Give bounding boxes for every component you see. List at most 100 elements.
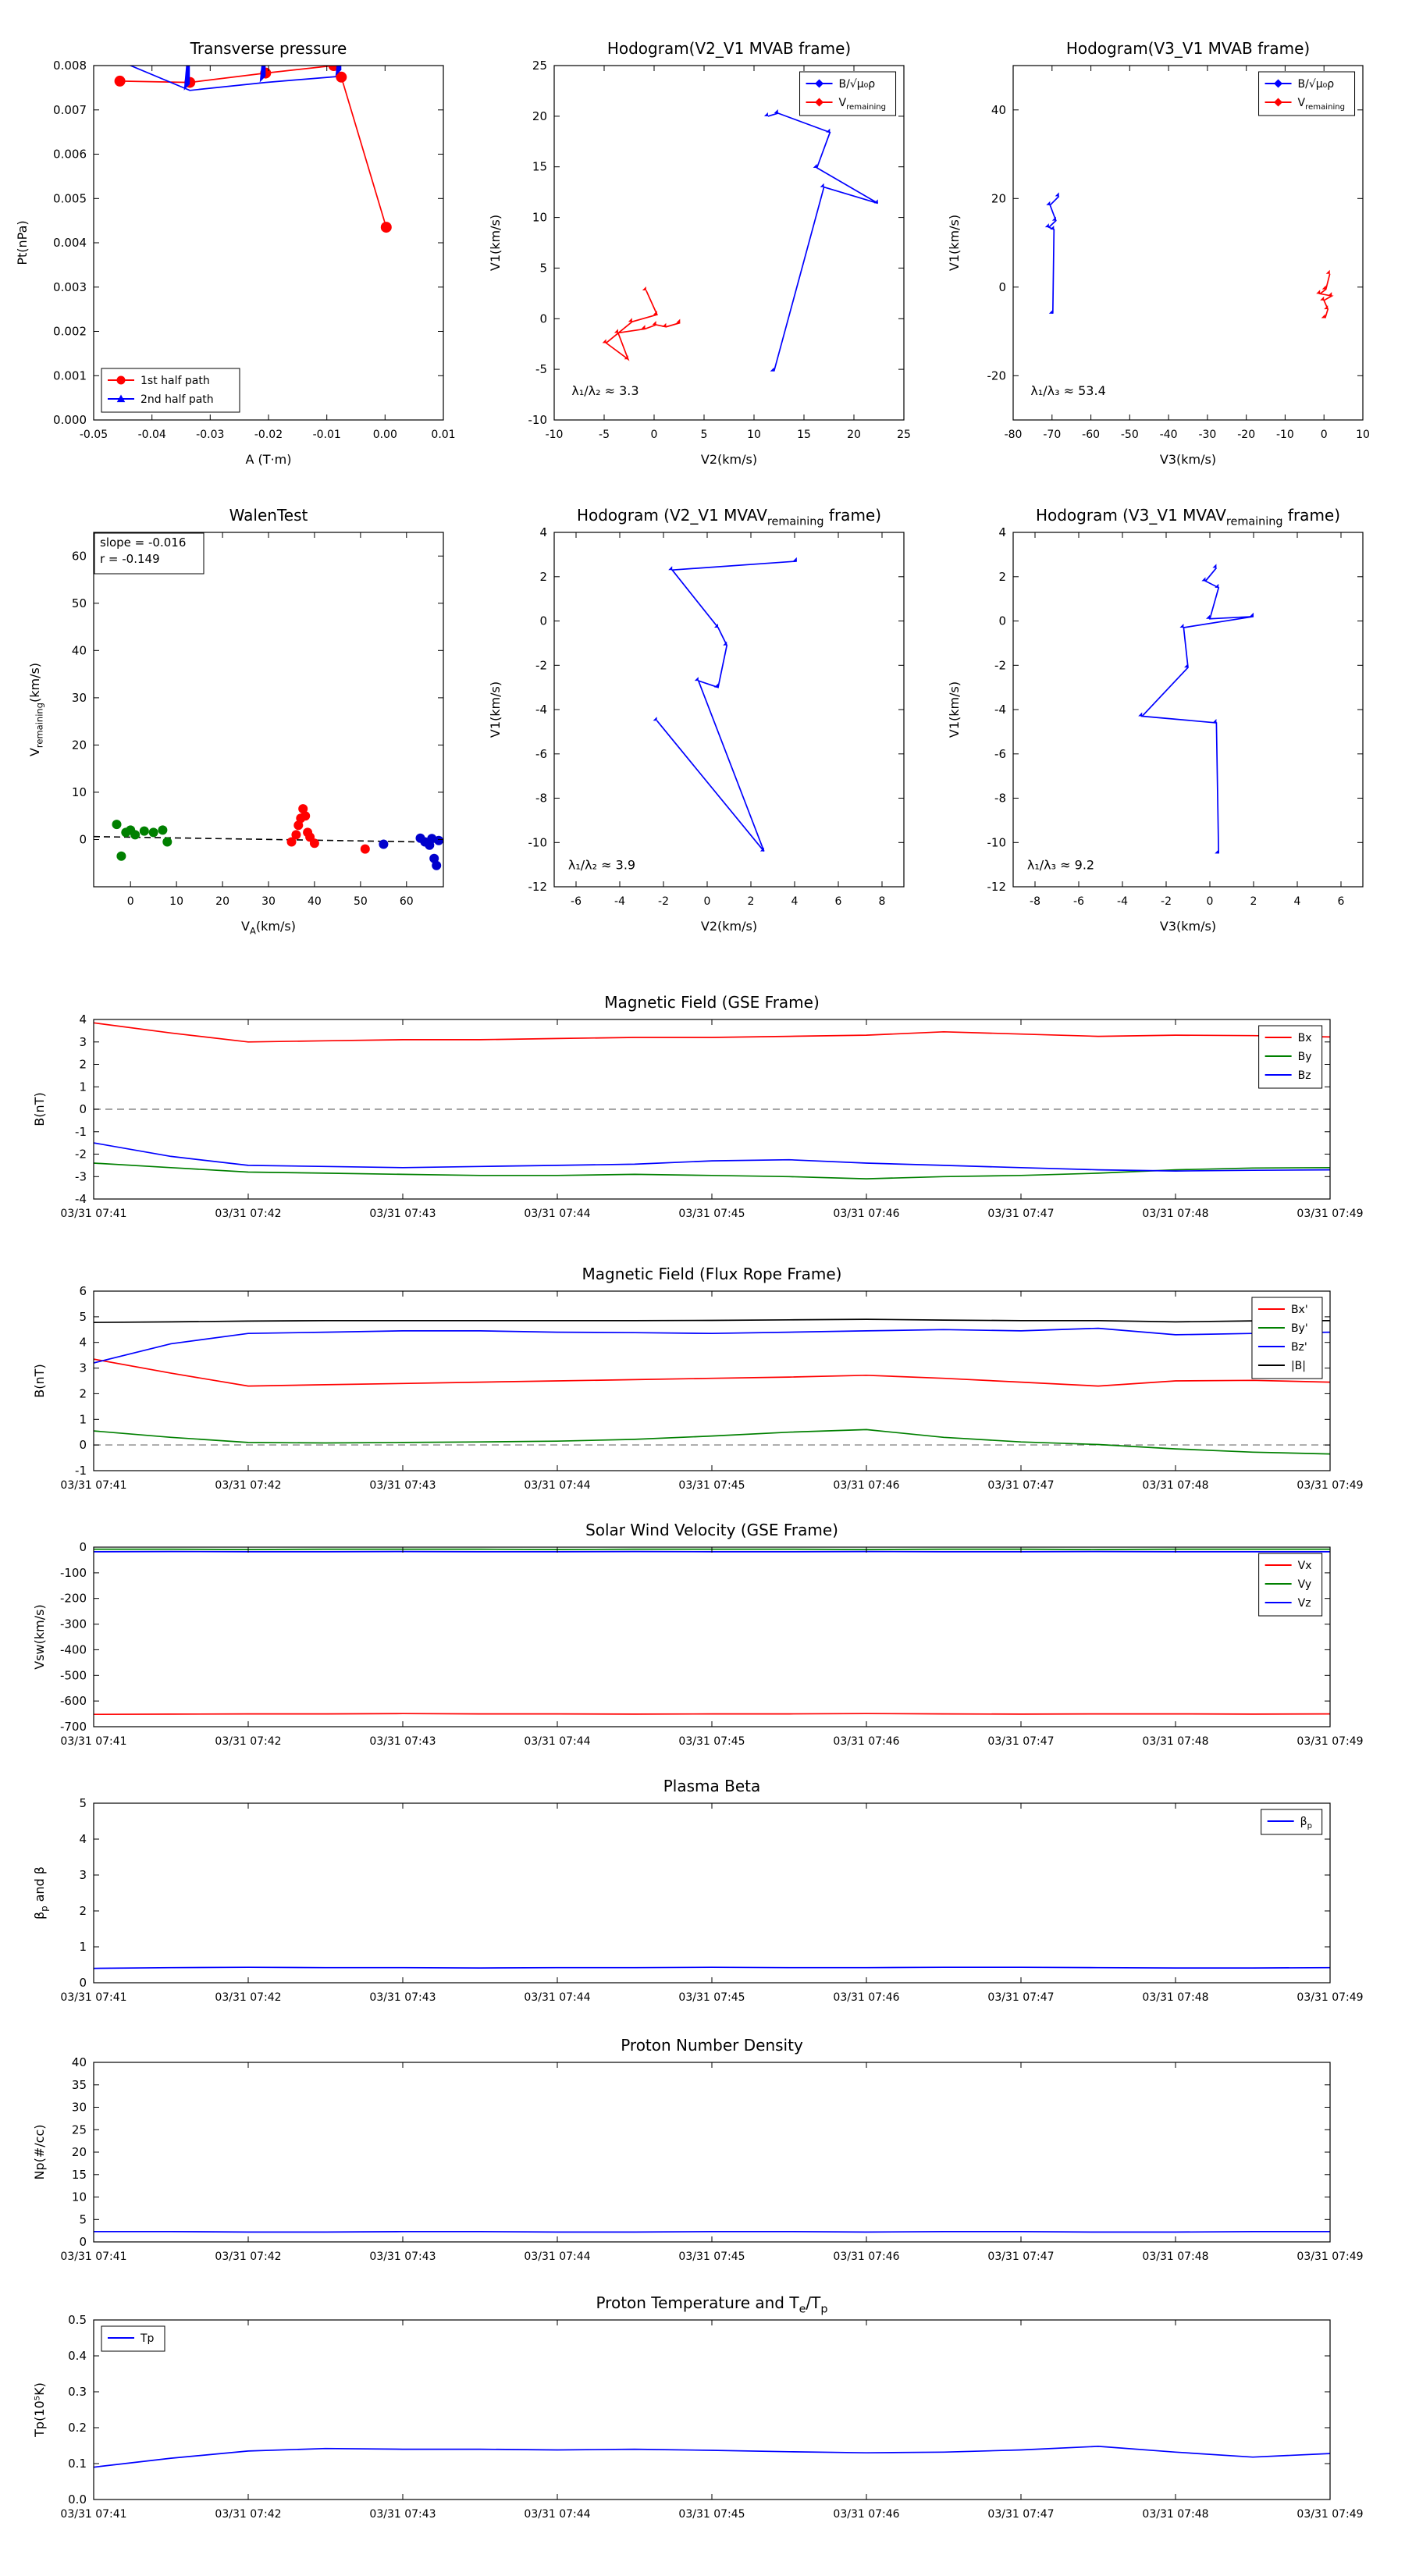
- svg-text:-10: -10: [987, 835, 1007, 849]
- svg-text:03/31 07:42: 03/31 07:42: [215, 1208, 281, 1220]
- svg-text:-600: -600: [60, 1694, 87, 1708]
- hodogram-v2v1-mvab-plot: -10 -5 0 5 10 15 20 25 -10 -5 0 5 10 15 20 25 Hodogram(V…: [488, 39, 911, 467]
- svg-text:03/31 07:44: 03/31 07:44: [524, 2250, 590, 2263]
- svg-text:03/31 07:43: 03/31 07:43: [369, 1991, 436, 2004]
- svg-text:2: 2: [79, 1058, 87, 1072]
- x-axis-label: V3(km/s): [1160, 452, 1216, 467]
- svg-text:20: 20: [532, 109, 547, 123]
- svg-text:-4: -4: [1117, 895, 1128, 908]
- svg-text:5: 5: [79, 1796, 87, 1810]
- svg-text:-5: -5: [599, 429, 610, 441]
- svg-text:03/31 07:47: 03/31 07:47: [987, 1208, 1054, 1220]
- svg-text:50: 50: [354, 895, 368, 908]
- svg-text:03/31 07:46: 03/31 07:46: [833, 1479, 899, 1492]
- svg-text:0.2: 0.2: [68, 2421, 87, 2435]
- svg-text:Vx: Vx: [1298, 1560, 1312, 1572]
- svg-text:0: 0: [79, 1438, 87, 1452]
- series-b-over-sqrt-mu0rho: [1048, 195, 1060, 314]
- axes-frame: [553, 65, 905, 421]
- svg-text:2: 2: [998, 570, 1006, 584]
- svg-text:-4: -4: [614, 895, 625, 908]
- svg-text:50: 50: [72, 596, 87, 610]
- svg-text:03/31 07:45: 03/31 07:45: [678, 1735, 745, 1748]
- svg-text:0.1: 0.1: [68, 2457, 87, 2471]
- plot-title: Hodogram (V2_V1 MVAVremaining frame): [577, 506, 881, 528]
- y-axis-label: Vsw(km/s): [32, 1604, 47, 1669]
- series-group: [94, 804, 443, 870]
- svg-text:-4: -4: [75, 1192, 87, 1206]
- y-axis-label: V1(km/s): [488, 681, 503, 738]
- annotation: λ₁/λ₃ ≈ 9.2: [1027, 857, 1094, 872]
- legend: 1st half path 2nd half path: [101, 368, 240, 413]
- series-bz: [94, 1142, 1330, 1172]
- svg-text:40: 40: [72, 643, 87, 657]
- svg-text:03/31 07:41: 03/31 07:41: [60, 1735, 126, 1748]
- svg-text:-400: -400: [60, 1642, 87, 1656]
- plot-title: Proton Number Density: [621, 2036, 803, 2055]
- svg-text:-8: -8: [1030, 895, 1040, 908]
- hodogram-v2v1-mvav-plot: -6 -4 -2 0 2 4 6 8 -12 -10 -8 -6 -4 -2 0 2 4 Hodogram (V2…: [488, 506, 905, 934]
- svg-text:03/31 07:49: 03/31 07:49: [1297, 1208, 1363, 1220]
- svg-text:03/31 07:47: 03/31 07:47: [987, 2508, 1054, 2521]
- svg-text:8: 8: [879, 895, 886, 908]
- svg-text:B/√μ₀ρ: B/√μ₀ρ: [839, 78, 876, 91]
- svg-text:6: 6: [79, 1284, 87, 1298]
- svg-text:-40: -40: [1160, 429, 1178, 441]
- svg-text:-0.04: -0.04: [138, 429, 166, 441]
- svg-text:0.004: 0.004: [53, 236, 87, 250]
- svg-text:2nd half path: 2nd half path: [140, 393, 214, 406]
- svg-text:60: 60: [400, 895, 414, 908]
- svg-text:0.00: 0.00: [373, 429, 397, 441]
- svg-text:10: 10: [169, 895, 183, 908]
- x-axis-label: V2(km/s): [701, 919, 757, 934]
- svg-text:03/31 07:43: 03/31 07:43: [369, 1479, 436, 1492]
- svg-text:4: 4: [1294, 895, 1301, 908]
- svg-text:03/31 07:49: 03/31 07:49: [1297, 1735, 1363, 1748]
- svg-text:03/31 07:43: 03/31 07:43: [369, 2250, 436, 2263]
- series-group: [1138, 564, 1254, 854]
- svg-text:03/31 07:41: 03/31 07:41: [60, 2250, 126, 2263]
- svg-text:Bz: Bz: [1298, 1069, 1311, 1082]
- svg-text:0: 0: [127, 895, 134, 908]
- svg-text:03/31 07:49: 03/31 07:49: [1297, 1991, 1363, 2004]
- svg-text:-2: -2: [535, 658, 547, 672]
- plot-title: Plasma Beta: [663, 1777, 761, 1795]
- svg-text:2: 2: [79, 1386, 87, 1400]
- svg-text:03/31 07:44: 03/31 07:44: [524, 2508, 590, 2521]
- svg-text:0.0: 0.0: [68, 2492, 87, 2507]
- svg-text:03/31 07:48: 03/31 07:48: [1142, 1208, 1208, 1220]
- svg-text:60: 60: [72, 549, 87, 563]
- svg-text:0: 0: [1207, 895, 1214, 908]
- svg-text:03/31 07:41: 03/31 07:41: [60, 1991, 126, 2004]
- plot-title: Hodogram(V2_V1 MVAB frame): [607, 39, 851, 58]
- chart-proton-temperature: 03/31 07:41 03/31 07:42 03/31 07:43 03/31 0…: [17, 2286, 1393, 2543]
- svg-text:2: 2: [1250, 895, 1257, 908]
- chart-walen-test: 0 10 20 30 40 50 60 0 10 20 30 40 50 60 WalenTest VA(km…: [17, 489, 456, 948]
- svg-text:03/31 07:43: 03/31 07:43: [369, 2508, 436, 2521]
- svg-text:03/31 07:47: 03/31 07:47: [987, 1991, 1054, 2004]
- svg-text:-20: -20: [1237, 429, 1255, 441]
- svg-text:03/31 07:42: 03/31 07:42: [215, 1735, 281, 1748]
- axes-frame: [1012, 65, 1364, 421]
- svg-text:-0.03: -0.03: [196, 429, 224, 441]
- svg-text:Vy: Vy: [1298, 1578, 1312, 1591]
- annotation: λ₁/λ₃ ≈ 53.4: [1030, 383, 1105, 398]
- svg-text:3: 3: [79, 1361, 87, 1375]
- svg-text:-1: -1: [75, 1464, 87, 1478]
- series-bx-prime: [94, 1358, 1330, 1387]
- chart-magnetic-field-gse: 03/31 07:41 03/31 07:42 03/31 07:43 03/31 0…: [17, 985, 1393, 1243]
- svg-text:03/31 07:42: 03/31 07:42: [215, 2508, 281, 2521]
- svg-text:Bx: Bx: [1298, 1032, 1312, 1044]
- plot-title: Hodogram(V3_V1 MVAB frame): [1066, 39, 1310, 58]
- svg-text:3: 3: [79, 1868, 87, 1882]
- svg-text:-700: -700: [60, 1720, 87, 1734]
- series-first-half-path: [119, 66, 387, 228]
- y-axis-label: B(nT): [32, 1092, 47, 1126]
- svg-text:0: 0: [998, 280, 1006, 294]
- series-tp: [94, 2446, 1330, 2468]
- svg-text:03/31 07:45: 03/31 07:45: [678, 2250, 745, 2263]
- svg-text:0: 0: [79, 833, 87, 847]
- svg-text:20: 20: [215, 895, 229, 908]
- svg-text:03/31 07:45: 03/31 07:45: [678, 1991, 745, 2004]
- y-axis-label: Vremaining(km/s): [27, 663, 45, 756]
